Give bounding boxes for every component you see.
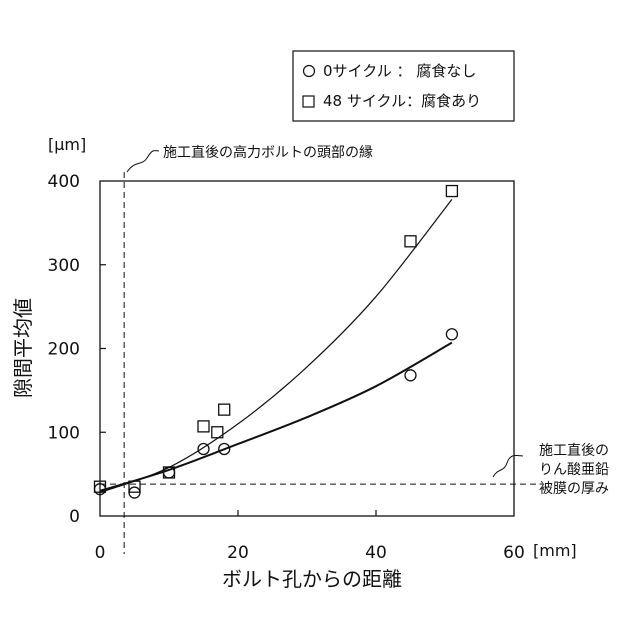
legend: 0サイクル ： 腐食なし 48 サイクル：腐食あり (293, 51, 514, 121)
data-point-square (405, 236, 416, 247)
vertical-annotation: 施工直後の高力ボルトの頭部の縁 (127, 144, 373, 172)
data-points (95, 186, 458, 499)
plot-frame (100, 181, 514, 516)
data-point-square (446, 186, 457, 197)
legend-square-marker (303, 96, 314, 107)
vertical-annotation-leader (127, 151, 159, 172)
data-point-circle (164, 467, 175, 478)
data-point-square (198, 421, 209, 432)
y-axis-unit: [μm] (48, 135, 86, 154)
y-tick-label: 0 (69, 507, 80, 527)
reference-lines (100, 172, 540, 554)
y-tick-label: 100 (48, 423, 80, 443)
x-tick-label: 60 (503, 543, 525, 563)
y-tick-label: 400 (48, 172, 80, 192)
data-point-square (219, 404, 230, 415)
trend-line-square (100, 199, 452, 492)
data-point-circle (405, 370, 416, 381)
data-point-circle (198, 444, 209, 455)
horizontal-annotation: 施工直後の りん酸亜鉛 被膜の厚み (493, 442, 609, 497)
horizontal-annotation-line-2: りん酸亜鉛 (539, 462, 609, 478)
axes: 0 20 40 60 0 100 200 300 400 (48, 172, 525, 563)
legend-item-1: 48 サイクル：腐食あり (323, 92, 481, 110)
data-point-circle (446, 329, 457, 340)
y-axis-title: 隙間平均値 (11, 298, 35, 398)
y-tick-label: 300 (48, 256, 80, 276)
x-tick-label: 20 (227, 543, 249, 563)
horizontal-annotation-leader (493, 455, 523, 477)
horizontal-annotation-line-1: 施工直後の (539, 442, 609, 459)
trend-line-circle (100, 343, 452, 491)
y-tick-label: 200 (48, 340, 80, 360)
legend-item-0: 0サイクル ： 腐食なし (323, 62, 476, 80)
vertical-annotation-text: 施工直後の高力ボルトの頭部の縁 (163, 144, 373, 161)
x-axis-unit: [mm] (533, 541, 577, 560)
x-axis-title: ボルト孔からの距離 (222, 567, 402, 591)
x-tick-label: 0 (95, 543, 106, 563)
trend-lines (100, 199, 452, 492)
horizontal-annotation-line-3: 被膜の厚み (539, 481, 609, 497)
legend-circle-marker (304, 66, 315, 77)
x-tick-label: 40 (365, 543, 387, 563)
